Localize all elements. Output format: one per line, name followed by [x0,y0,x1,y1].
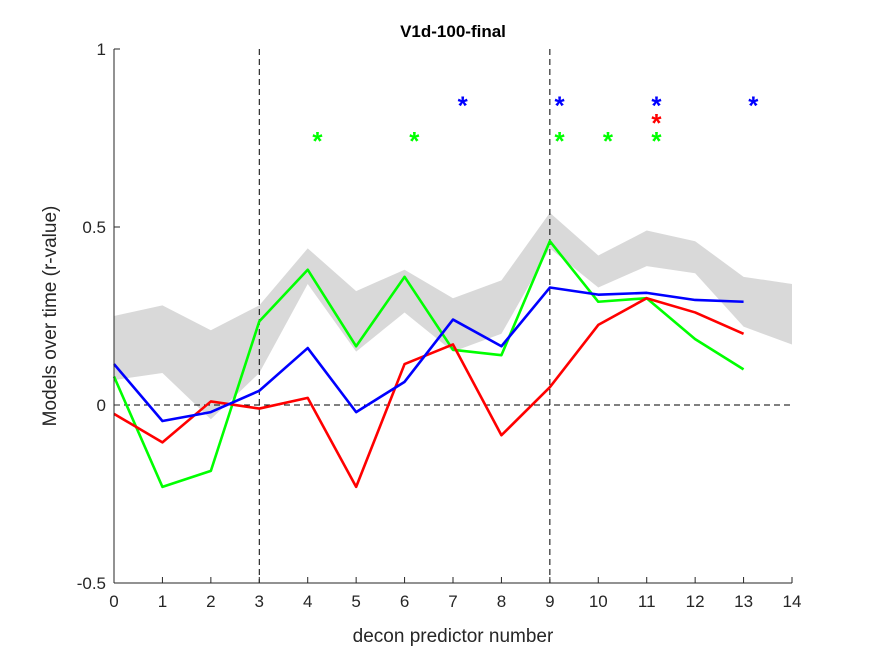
significance-star: * [554,90,565,120]
x-tick-label: 7 [448,592,457,611]
x-tick-label: 3 [255,592,264,611]
y-tick-label: 1 [97,40,106,59]
x-tick-label: 11 [638,592,656,611]
significance-star: * [748,90,759,120]
significance-star: * [651,108,662,138]
x-ticks: 0 1 2 3 4 5 6 7 8 9 10 11 12 13 14 [109,577,801,611]
band-layer [114,212,792,420]
significance-star: * [409,126,420,156]
y-tick-label: -0.5 [77,574,106,593]
x-tick-label: 1 [158,592,167,611]
y-tick-label: 0 [97,396,106,415]
x-tick-label: 14 [783,592,802,611]
significance-star: * [651,126,662,156]
x-tick-label: 13 [734,592,753,611]
x-tick-label: 6 [400,592,409,611]
significance-star: * [603,126,614,156]
y-axis-label: Models over time (r-value) [40,206,61,427]
x-tick-label: 5 [351,592,360,611]
y-tick-label: 0.5 [82,218,106,237]
confidence-band [114,212,792,420]
x-tick-label: 10 [589,592,608,611]
x-tick-label: 4 [303,592,312,611]
significance-markers: * * * *** * * * * [312,90,759,156]
x-tick-label: 8 [497,592,506,611]
significance-star: * [651,90,662,120]
significance-star: * [554,126,565,156]
x-tick-label: 12 [686,592,705,611]
series-line-1 [112,239,745,489]
x-tick-label: 0 [109,592,118,611]
y-ticks: -0.5 0 0.5 1 [77,40,120,593]
series-layer [112,239,745,489]
significance-star: * [458,90,469,120]
significance-star: * [312,126,323,156]
x-tick-label: 2 [206,592,215,611]
x-axis-label: decon predictor number [353,626,554,647]
series-line-2 [113,296,745,489]
x-tick-label: 9 [545,592,554,611]
series-line-3 [113,286,744,423]
chart-title: V1d-100-final [400,22,506,41]
